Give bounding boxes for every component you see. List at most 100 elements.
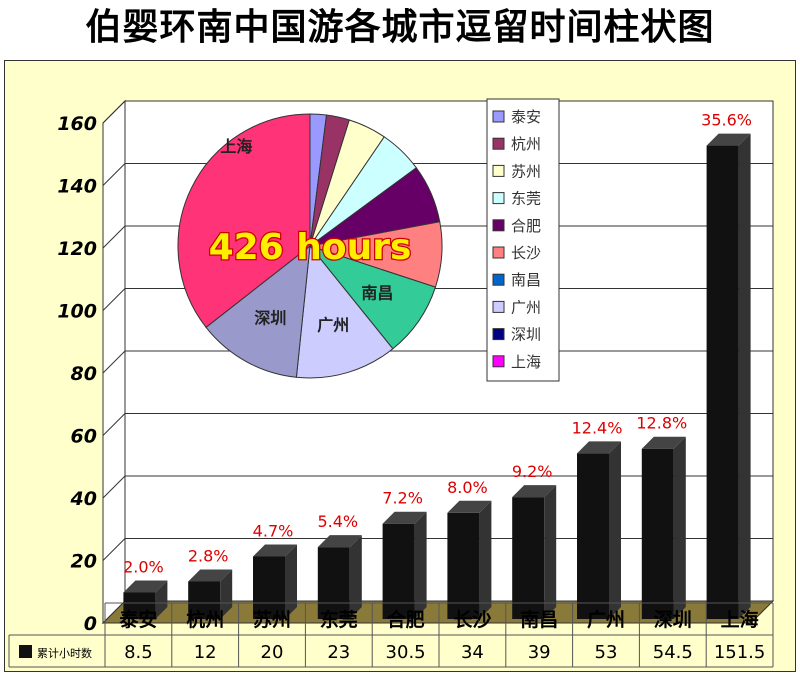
- bar-top: [706, 133, 751, 146]
- bar-side: [220, 569, 233, 619]
- table-value: 39: [528, 642, 551, 663]
- y-axis-ticks: 0 20 40 60 80 100 120 140 160: [57, 113, 97, 635]
- legend-swatch: [492, 328, 505, 341]
- pie-slice-label: 广州: [317, 315, 349, 334]
- legend-label: 苏州: [511, 162, 541, 180]
- table-value: 34: [461, 642, 484, 663]
- percent-label: 12.4%: [572, 418, 623, 437]
- bar-side: [673, 436, 686, 619]
- chart-title: 伯婴环南中国游各城市逗留时间柱状图: [85, 7, 715, 48]
- bar-side: [349, 535, 362, 619]
- bar-front: [317, 547, 350, 619]
- bar-top: [317, 535, 362, 548]
- legend-label: 广州: [511, 298, 541, 316]
- grid-line: [102, 288, 126, 311]
- percent-labels: 2.0% 2.8% 4.7% 5.4% 7.2% 8.0% 9.2% 12.4% 12.8% 35…: [123, 111, 752, 577]
- bar-top: [577, 441, 621, 454]
- percent-label: 2.0%: [123, 557, 164, 576]
- y-tick-label: 60: [71, 426, 97, 448]
- legend-swatch: [492, 273, 505, 286]
- pie-annotation: 426 hours: [209, 227, 412, 268]
- bar: [706, 133, 751, 619]
- bar-side: [155, 580, 168, 619]
- chart-frame: 0 20 40 60 80 100 120 140 160 2.0% 2.8% 4.7% 5.4% 7.…: [4, 60, 796, 672]
- bar-front: [577, 453, 609, 619]
- bar-top: [253, 544, 297, 557]
- bar-front: [641, 448, 674, 619]
- series-name: 累计小时数: [37, 647, 92, 660]
- bar-side: [285, 544, 297, 619]
- bar-side: [738, 133, 751, 619]
- legend-label: 合肥: [511, 217, 541, 235]
- pie-slice: [177, 113, 311, 329]
- percent-label: 35.6%: [701, 111, 752, 130]
- bar-front: [188, 581, 221, 619]
- legend-swatch: [492, 164, 505, 177]
- bar: [641, 436, 686, 619]
- grid-line: [102, 538, 126, 561]
- legend-label: 南昌: [511, 271, 541, 289]
- legend-label: 深圳: [511, 326, 541, 344]
- grid-line: [102, 475, 126, 499]
- bar-top: [188, 569, 233, 582]
- category-label: 长沙: [453, 609, 491, 631]
- table-value: 20: [261, 642, 284, 663]
- percent-label: 4.7%: [253, 522, 294, 541]
- bar-front: [382, 523, 415, 619]
- table-value: 151.5: [714, 642, 766, 663]
- pie-slice-label: 深圳: [254, 309, 286, 328]
- bar-top: [382, 511, 427, 524]
- percent-label: 8.0%: [447, 478, 488, 497]
- y-tick-label: 140: [57, 176, 97, 198]
- legend-label: 泰安: [511, 108, 541, 126]
- table-value: 30.5: [386, 642, 426, 663]
- legend-swatch: [492, 219, 505, 232]
- bars: [123, 133, 751, 619]
- table-value: 8.5: [124, 642, 153, 663]
- legend-label: 东莞: [511, 190, 541, 208]
- bar: [512, 485, 557, 619]
- bar-front: [512, 497, 545, 619]
- bar-top: [512, 485, 557, 498]
- bar-top: [641, 436, 686, 449]
- grid-line: [102, 100, 126, 124]
- table-value: 53: [595, 642, 618, 663]
- bar: [317, 535, 362, 619]
- category-label: 广州: [587, 608, 625, 631]
- bar-front: [447, 512, 480, 619]
- legend-swatch: [492, 110, 505, 123]
- category-label: 苏州: [253, 608, 291, 631]
- percent-label: 9.2%: [512, 462, 553, 481]
- grid-line: [102, 350, 126, 374]
- bar-side: [414, 511, 427, 619]
- legend-label: 长沙: [511, 244, 541, 262]
- y-tick-label: 100: [57, 301, 97, 323]
- pie-slice-label: 上海: [220, 137, 252, 156]
- percent-label: 12.8%: [636, 414, 687, 433]
- grid-line: [102, 225, 126, 249]
- legend-swatch: [492, 300, 505, 313]
- bar: [253, 544, 297, 619]
- category-label: 杭州: [186, 608, 224, 631]
- bar-top: [123, 580, 168, 593]
- pie-slice-label: 南昌: [361, 284, 393, 303]
- grid-line: [102, 413, 126, 436]
- y-tick-label: 120: [57, 238, 97, 260]
- grid-line: [102, 163, 126, 186]
- legend-swatch: [492, 355, 505, 368]
- bar: [188, 569, 233, 619]
- bar: [123, 580, 168, 619]
- bar-front: [706, 145, 739, 619]
- y-tick-label: 0: [84, 613, 97, 635]
- category-label: 东莞: [320, 608, 358, 631]
- pie-slice: [205, 244, 311, 378]
- table-value: 12: [194, 642, 217, 663]
- pie-slice: [295, 244, 394, 379]
- bar-top: [447, 500, 492, 513]
- percent-label: 2.8%: [188, 547, 229, 566]
- percent-label: 5.4%: [317, 512, 358, 531]
- category-label: 南昌: [520, 609, 558, 631]
- bar-front: [123, 592, 156, 619]
